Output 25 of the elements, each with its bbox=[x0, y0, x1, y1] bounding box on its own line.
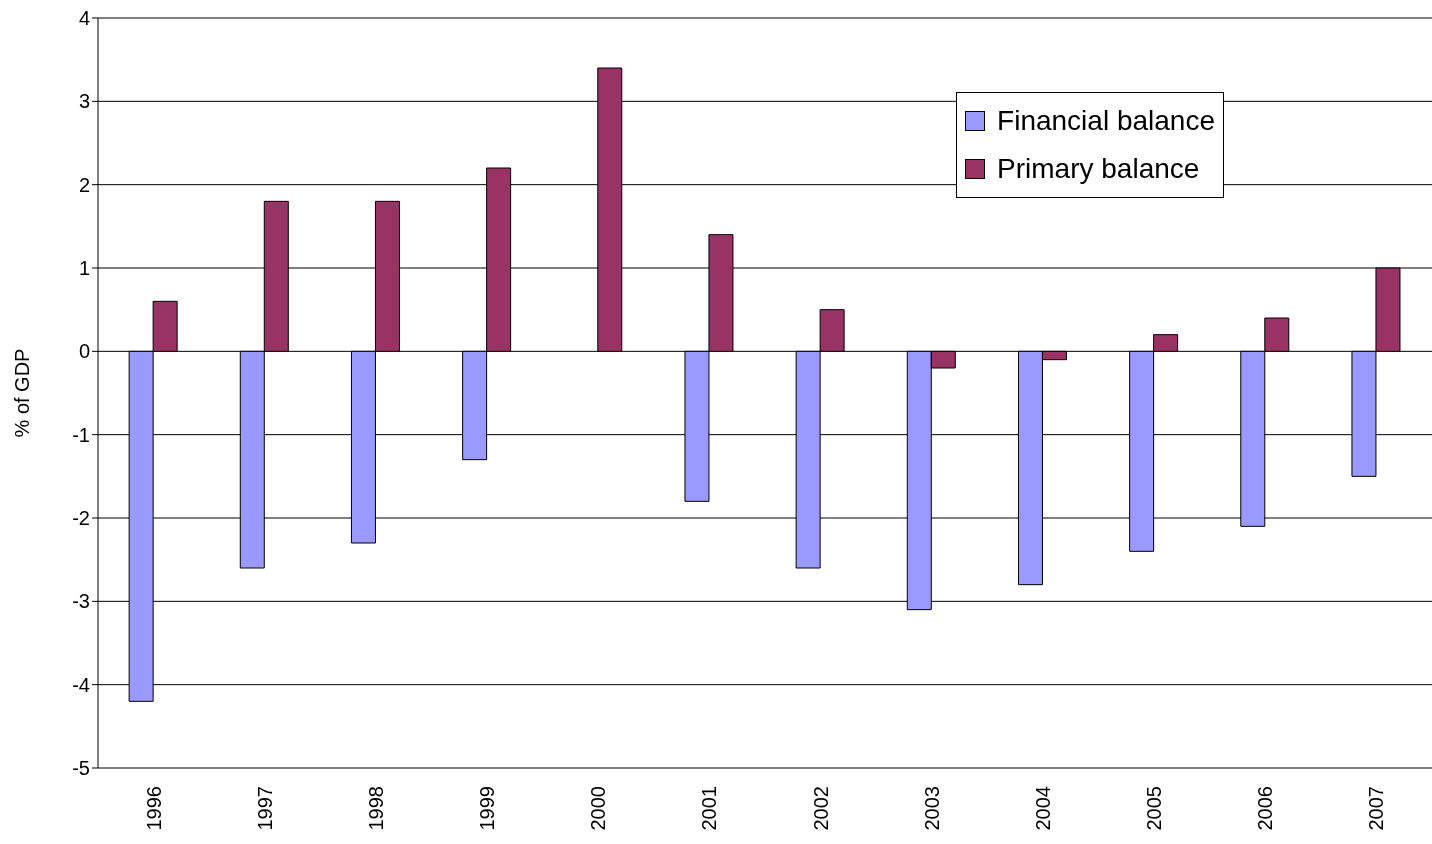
y-tick-label: 1 bbox=[78, 257, 90, 280]
y-tick-label: -4 bbox=[72, 673, 90, 696]
y-tick-label: -1 bbox=[72, 423, 90, 446]
y-tick-label: -3 bbox=[72, 590, 90, 613]
x-tick-label: 2006 bbox=[1254, 786, 1277, 831]
legend-label: Financial balance bbox=[997, 104, 1215, 138]
legend-label: Primary balance bbox=[997, 152, 1200, 186]
x-tick-label: 2007 bbox=[1365, 786, 1388, 831]
x-tick-label: 1996 bbox=[142, 786, 165, 831]
x-tick-label: 2005 bbox=[1143, 786, 1166, 831]
x-tick-label: 2002 bbox=[809, 786, 832, 831]
x-tick-label: 2001 bbox=[698, 786, 721, 831]
y-tick-label: 3 bbox=[78, 90, 90, 113]
x-tick-label: 1998 bbox=[364, 786, 387, 831]
x-tick-label: 2003 bbox=[920, 786, 943, 831]
y-tick-label: -2 bbox=[72, 507, 90, 530]
y-tick-label: -5 bbox=[72, 757, 90, 780]
y-tick-label: 0 bbox=[78, 340, 90, 363]
x-tick-label: 1997 bbox=[253, 786, 276, 831]
x-tick-label: 1999 bbox=[476, 786, 499, 831]
x-tick-label: 2004 bbox=[1031, 786, 1054, 831]
x-tick-label: 2000 bbox=[587, 786, 610, 831]
y-tick-label: 4 bbox=[78, 7, 90, 30]
y-axis-title: % of GDP bbox=[11, 348, 34, 438]
y-tick-label: 2 bbox=[78, 173, 90, 196]
